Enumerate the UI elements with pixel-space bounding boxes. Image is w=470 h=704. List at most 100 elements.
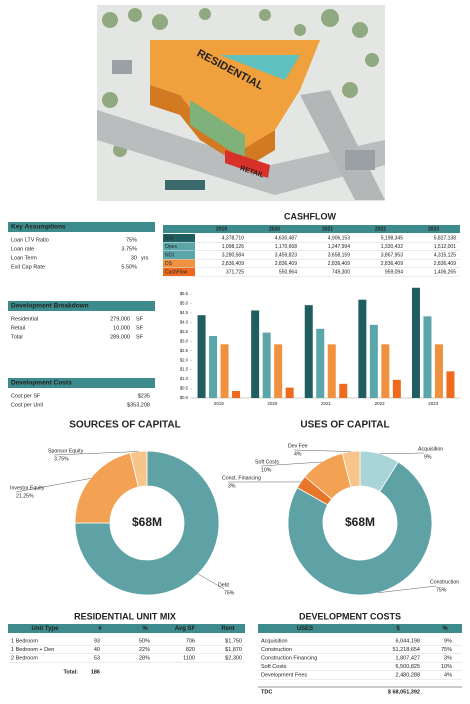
slice-value: 75% [436, 587, 447, 593]
column-header: 2021 [322, 226, 333, 232]
column-header: % [142, 626, 148, 632]
row-label: DS [165, 261, 173, 267]
total-label: TDC [261, 689, 272, 695]
row-label: Cost per SF [11, 393, 41, 399]
cell: $1,870 [225, 647, 242, 653]
column-header: # [98, 626, 102, 632]
cell: Construction Financing [261, 655, 317, 661]
x-tick-label: 2022 [375, 401, 386, 406]
total-label: Total: [63, 669, 78, 675]
column-header: 2023 [428, 226, 439, 232]
bar [209, 335, 218, 398]
panel-header [8, 378, 155, 388]
chart-title: USES OF CAPITAL [300, 420, 389, 431]
donut-slice [74, 450, 220, 596]
cell: 1100 [183, 655, 195, 661]
y-tick-label: $4.5 [180, 310, 189, 315]
cell: 4,378,710 [222, 235, 244, 241]
y-tick-label: $1.5 [180, 367, 189, 372]
slice-value: 21.25% [16, 493, 34, 499]
bar [285, 387, 294, 398]
bar [251, 310, 260, 398]
total-value: $ 68,051,392 [388, 689, 420, 695]
bar [381, 344, 390, 398]
center-label: $68M [345, 515, 375, 529]
row-value: 289,000 [110, 334, 130, 340]
y-tick-label: $3.0 [180, 338, 189, 343]
column-header: Rent [221, 626, 234, 632]
cell: 2,836,409 [275, 261, 297, 267]
cell: 4,315,125 [434, 252, 456, 258]
total-value: 186 [91, 669, 100, 675]
row-label: Loan Term [11, 255, 37, 261]
row-label: NOI [165, 252, 174, 258]
cell: 10% [441, 664, 452, 670]
y-tick-label: $5.5 [180, 291, 189, 296]
row-label: Cost per Unit [11, 402, 44, 408]
cell: 1,098,126 [222, 244, 244, 250]
column-header: USES [297, 626, 313, 632]
section-title: CASHFLOW [284, 211, 336, 221]
cell: 1,170,668 [275, 244, 297, 250]
y-tick-label: $4.0 [180, 319, 189, 324]
cell: 4,906,153 [328, 235, 350, 241]
leader-line [293, 449, 352, 452]
cell: 3,280,584 [222, 252, 244, 258]
donut-slice [129, 450, 148, 488]
table-header [258, 624, 462, 633]
y-tick-label: $0.5 [180, 386, 189, 391]
cell: 2,480,288 [396, 672, 420, 678]
cell: 6,044,198 [396, 638, 420, 644]
bar [358, 299, 367, 398]
bar [327, 344, 336, 398]
row-unit: yrs [141, 255, 149, 261]
row-unit: SF [136, 325, 144, 331]
cell: 749,300 [332, 269, 350, 275]
row-label-cell [163, 234, 195, 242]
table-header [8, 624, 245, 633]
bar [369, 324, 378, 398]
leader-line [197, 573, 225, 590]
bar [304, 305, 313, 398]
bar [316, 328, 325, 398]
row-unit: SF [136, 334, 144, 340]
row-label: CashFlow [165, 269, 188, 275]
cell: $1,750 [225, 638, 242, 644]
cell: Soft Costs [261, 664, 287, 670]
cell: 5,827,138 [434, 235, 456, 241]
slice-label: Acquisition [418, 446, 443, 452]
y-tick-label: $5.0 [180, 301, 189, 306]
donut-slice [74, 452, 139, 524]
leader-line [15, 478, 91, 493]
cell: 550,964 [279, 269, 297, 275]
y-tick-label: $0.0 [180, 395, 189, 400]
cell: 2,836,409 [328, 261, 350, 267]
cell: Development Fees [261, 672, 307, 678]
slice-label: Construction [430, 579, 459, 585]
cell: 53 [94, 655, 100, 661]
panel-header [8, 301, 155, 311]
y-tick-label: $1.0 [180, 376, 189, 381]
column-header: 2022 [375, 226, 386, 232]
slice-label: Const. Financing [222, 475, 261, 481]
cell: 2,836,409 [381, 261, 403, 267]
leader-line [53, 451, 139, 456]
bar [220, 344, 229, 398]
bar [434, 344, 443, 398]
cell: Acquisition [261, 638, 288, 644]
row-value: $353,208 [127, 402, 150, 408]
bar [339, 383, 348, 398]
row-label: EGI [165, 235, 174, 241]
x-tick-label: 2020 [267, 401, 278, 406]
slice-value: 3% [228, 483, 236, 489]
cell: $2,300 [225, 655, 242, 661]
cell: 50% [139, 638, 150, 644]
panel-title: Development Breakdown [11, 303, 89, 310]
y-tick-label: $3.5 [180, 329, 189, 334]
column-header: % [442, 626, 448, 632]
cell: 3,658,159 [328, 252, 350, 258]
donut-slice [341, 450, 361, 488]
cell: 28% [139, 655, 150, 661]
slice-label: Debt [218, 582, 230, 588]
row-value: 5.50% [121, 264, 137, 270]
